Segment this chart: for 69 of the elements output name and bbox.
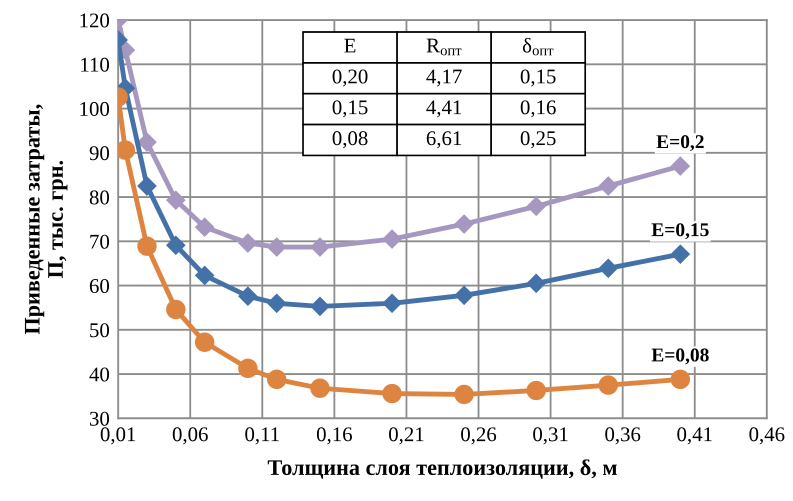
y-tick-label: 70	[90, 234, 110, 249]
point	[310, 296, 330, 316]
x-tick-label: 0,46	[749, 427, 784, 444]
point	[238, 358, 258, 378]
point	[670, 244, 690, 264]
point	[382, 384, 402, 404]
y-tick-label: 40	[89, 367, 110, 382]
point	[195, 266, 214, 285]
annotation: 0,20	[332, 69, 368, 87]
annotation: 4,17	[426, 70, 462, 87]
x-tick-label: 0,06	[172, 427, 208, 444]
annotation: 0,15	[520, 69, 556, 87]
point	[267, 370, 286, 390]
point	[526, 274, 546, 293]
annotation: δ$_{опт}$	[522, 38, 554, 56]
y-tick-label: 90	[90, 146, 110, 160]
y-tick-label: 50	[90, 323, 110, 338]
y-tick-label: 110	[81, 58, 110, 72]
annotation: 6,61	[426, 131, 462, 148]
x-tick-label: 0,01	[100, 427, 136, 444]
annotation: E	[344, 38, 356, 52]
annotation: R$_{опт}$	[426, 38, 462, 56]
point	[598, 258, 618, 278]
point	[598, 176, 618, 196]
point	[526, 380, 546, 400]
y-tick-label: 30	[90, 412, 110, 426]
point	[526, 196, 546, 216]
y-tick-label: 120	[80, 13, 110, 28]
annotation: 0,08	[332, 131, 368, 148]
point	[137, 176, 157, 196]
point	[194, 332, 214, 352]
series-label: E=0,2	[656, 135, 704, 152]
point	[267, 238, 286, 257]
x-tick-label: 0,16	[316, 427, 352, 444]
x-tick-label: 0,31	[533, 427, 568, 444]
annotation: 4,41	[426, 100, 462, 118]
point	[166, 190, 186, 210]
point	[670, 156, 690, 176]
point	[166, 236, 186, 255]
x-tick-label: 0,11	[245, 427, 279, 444]
point	[454, 214, 474, 234]
x-tick-label: 0,26	[461, 427, 496, 444]
y-tick-label: 60	[90, 278, 110, 294]
x-axis-title: Толщина слоя теплоизоляции, δ, м	[268, 459, 617, 479]
point	[454, 384, 474, 404]
x-tick-label: 0,36	[605, 427, 640, 444]
series-label: E=0,08	[652, 348, 709, 364]
point	[195, 218, 214, 237]
point	[137, 132, 157, 152]
y-axis-title: Приведенные затраты, П, тыс. грн.	[24, 104, 68, 334]
annotation: 0,16	[520, 100, 556, 118]
point	[670, 370, 690, 390]
point	[238, 234, 258, 253]
point	[166, 300, 186, 320]
point	[454, 286, 474, 305]
y-tick-label: 100	[80, 102, 110, 116]
point	[137, 236, 157, 256]
point	[267, 294, 286, 313]
annotation: 0,15	[332, 100, 368, 118]
annotation: 0,25	[520, 131, 556, 148]
point	[238, 286, 258, 306]
y-tick-label: 80	[90, 190, 110, 204]
point	[382, 230, 402, 249]
point	[382, 294, 402, 313]
point	[310, 378, 330, 398]
point	[598, 375, 618, 395]
x-tick-label: 0,21	[389, 427, 424, 444]
x-tick-label: 0,41	[677, 427, 712, 444]
series-label: E=0,15	[652, 223, 709, 240]
